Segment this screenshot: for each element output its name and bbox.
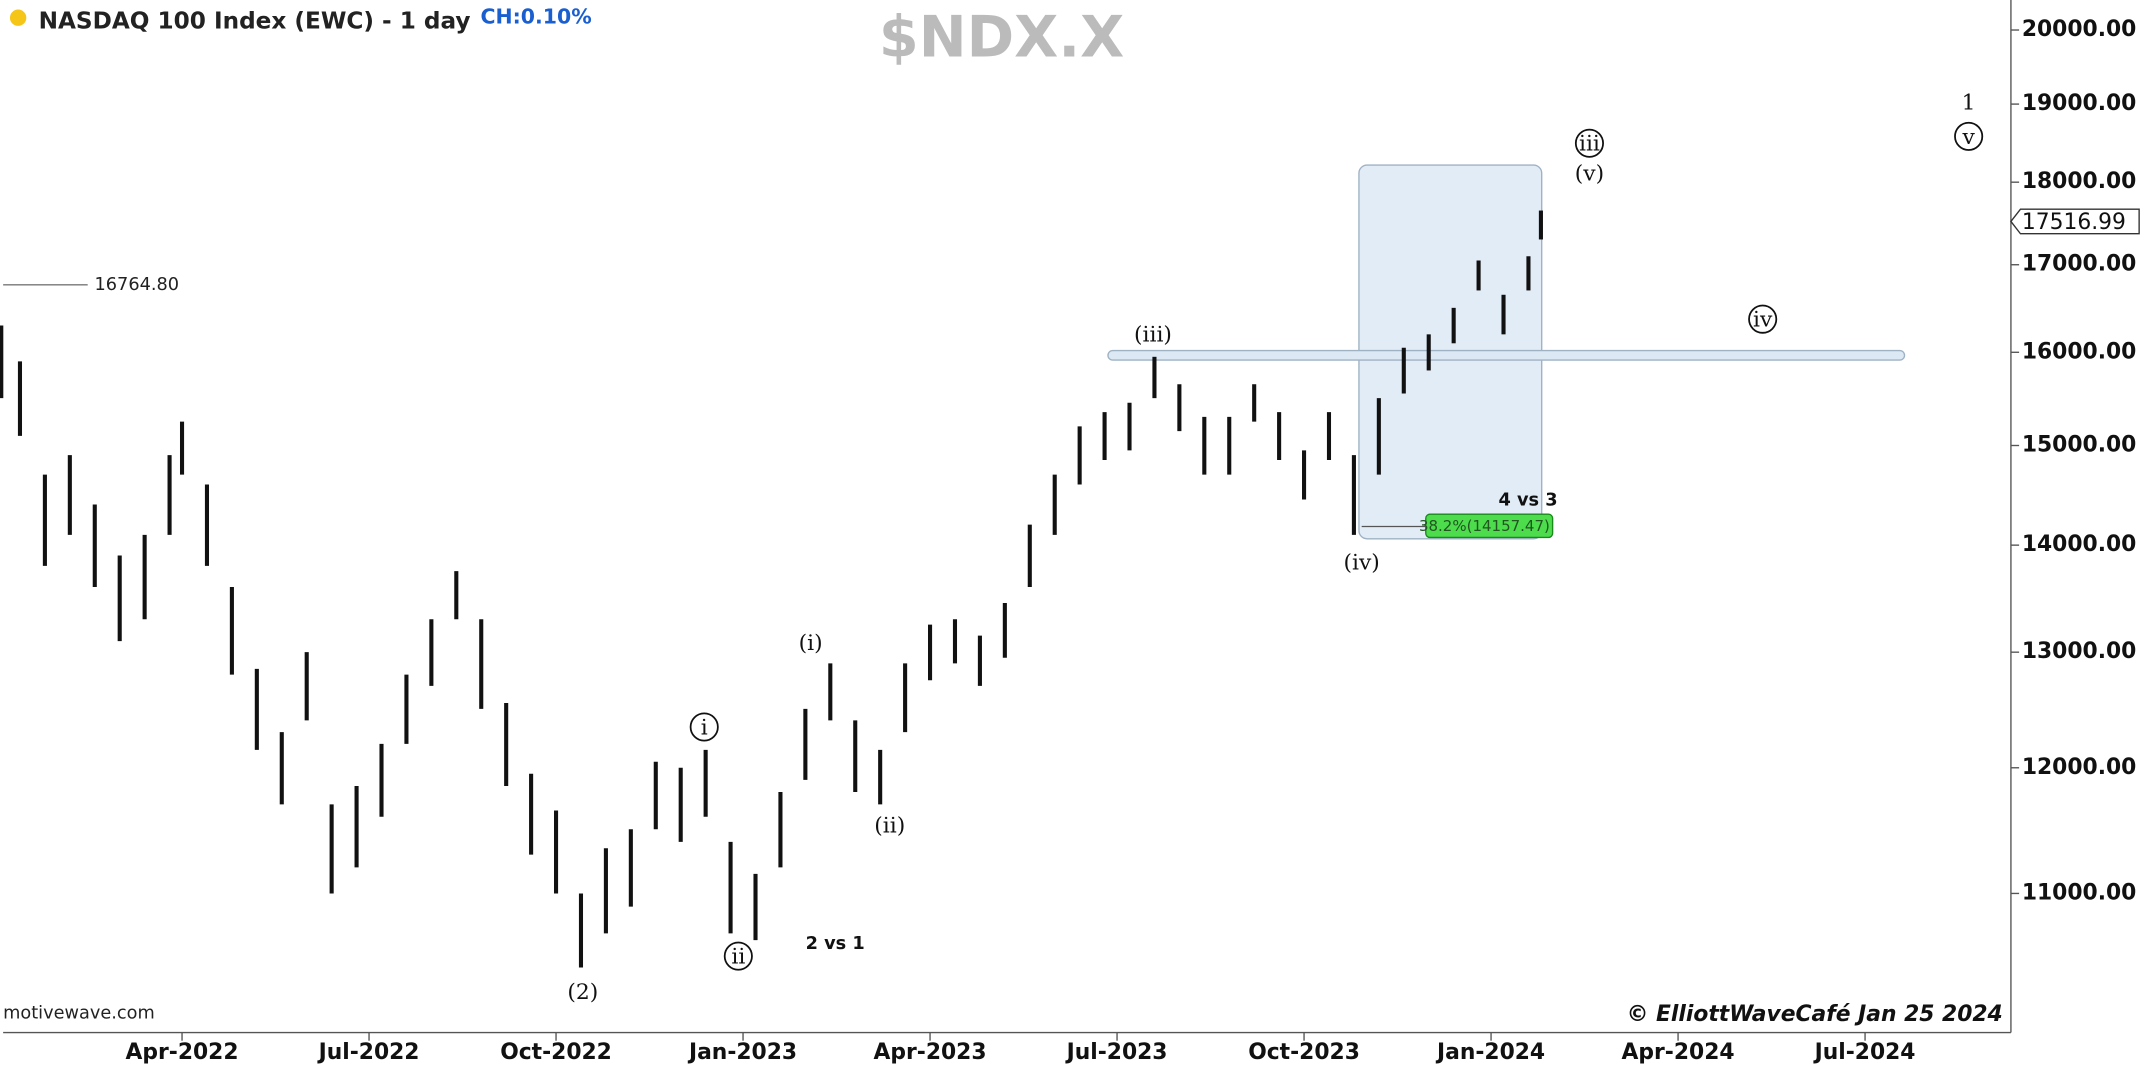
y-tick-label: 17000.00	[2022, 252, 2137, 277]
y-tick-label: 11000.00	[2022, 880, 2137, 905]
x-tick-label: Jan-2024	[1435, 1040, 1545, 1065]
wave-label: (2)	[567, 980, 598, 1005]
wave-label: 2 vs 1	[806, 934, 865, 954]
change: CH:0.10%	[481, 5, 592, 29]
x-tick-label: Jan-2023	[687, 1040, 797, 1065]
fib-box	[1425, 513, 1554, 539]
wave-label: 1	[1962, 91, 1976, 116]
x-tick-label: Oct-2022	[500, 1040, 612, 1065]
y-tick-label: 14000.00	[2022, 532, 2137, 557]
x-tick-label: Jul-2024	[1813, 1040, 1916, 1065]
wave-circle	[689, 712, 719, 742]
symbol-watermark: $NDX.X	[879, 4, 1124, 71]
x-tick-label: Apr-2022	[126, 1040, 239, 1065]
y-tick-label: 12000.00	[2022, 755, 2137, 780]
status-dot	[9, 9, 27, 26]
wave-label: (i)	[799, 631, 823, 656]
wave-circle	[723, 941, 753, 971]
wave-label: v	[1961, 125, 1975, 150]
wave-label: iv	[1753, 308, 1773, 333]
fib-label: 38.2%(14157.47)	[1419, 517, 1550, 535]
last-price-label: 17516.99	[2022, 210, 2126, 235]
wave-circle	[1574, 128, 1604, 158]
wave-label: ii	[731, 945, 745, 970]
wave-label: (ii)	[874, 814, 905, 839]
x-tick-label: Jul-2022	[317, 1040, 420, 1065]
x-tick-label: Apr-2023	[874, 1040, 987, 1065]
y-tick-label: 19000.00	[2022, 91, 2137, 116]
wave-circle	[1954, 121, 1984, 151]
y-tick-label: 15000.00	[2022, 432, 2137, 457]
resistance-band	[1107, 349, 1906, 361]
source: motivewave.com	[3, 1003, 155, 1023]
y-tick-label: 16000.00	[2022, 339, 2137, 364]
copyright: © ElliottWaveCafé Jan 25 2024	[1627, 1002, 2003, 1027]
wave-label: (iv)	[1344, 550, 1380, 575]
wave-label: (v)	[1575, 162, 1604, 187]
x-tick-label: Jul-2023	[1065, 1040, 1168, 1065]
wave-label: 4 vs 3	[1499, 491, 1558, 511]
y-tick-label: 20000.00	[2022, 17, 2137, 42]
y-tick-label: 18000.00	[2022, 169, 2137, 194]
chart-title: NASDAQ 100 Index (EWC) - 1 day	[39, 7, 471, 34]
background	[3, 0, 2142, 1068]
wave-label: iii	[1579, 132, 1600, 157]
y-tick-label: 13000.00	[2022, 639, 2137, 664]
level-label: 16764.80	[95, 275, 180, 295]
wave-label: (iii)	[1134, 323, 1172, 348]
x-tick-label: Oct-2023	[1248, 1040, 1360, 1065]
wave-circle	[1748, 304, 1778, 334]
wave-label: i	[701, 715, 708, 740]
last-price-tag	[2010, 208, 2140, 235]
x-tick-label: Apr-2024	[1622, 1040, 1735, 1065]
